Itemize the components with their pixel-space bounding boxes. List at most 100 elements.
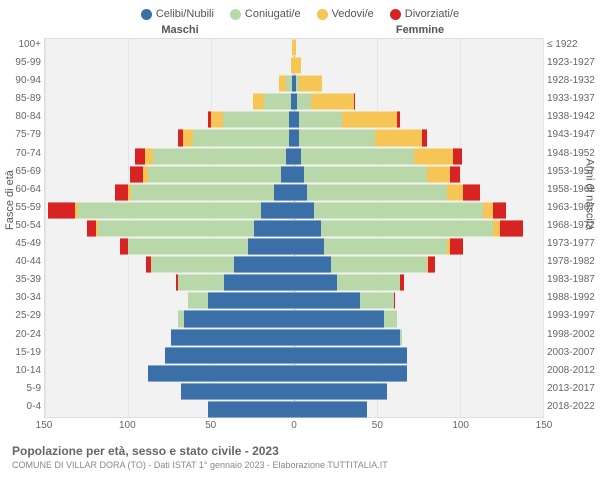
bar-segment	[299, 111, 342, 128]
bar-segment	[414, 148, 454, 165]
bar-segment	[128, 238, 248, 255]
age-row: 95-991923-1927	[45, 57, 543, 74]
bar-segment	[135, 148, 145, 165]
bar-segment	[153, 148, 286, 165]
age-label: 40-44	[5, 256, 41, 267]
bar-segment	[483, 202, 493, 219]
age-label: 45-49	[5, 238, 41, 249]
bar-segment	[131, 184, 274, 201]
male-bar	[45, 57, 294, 74]
age-label: 95-99	[5, 57, 41, 68]
age-label: 55-59	[5, 202, 41, 213]
male-bar	[45, 401, 294, 418]
age-label: 20-24	[5, 329, 41, 340]
birth-year-label: 1958-1962	[547, 184, 599, 195]
female-bar	[294, 310, 543, 327]
birth-year-label: 1923-1927	[547, 57, 599, 68]
male-bar	[45, 148, 294, 165]
bar-segment	[299, 129, 375, 146]
bar-segment	[165, 347, 294, 364]
legend-swatch	[230, 9, 241, 20]
header-male: Maschi	[60, 24, 300, 36]
age-row: 85-891933-1937	[45, 93, 543, 110]
female-bar	[294, 238, 543, 255]
bar-segment	[297, 93, 310, 110]
bar-segment	[171, 329, 294, 346]
chart-source: COMUNE DI VILLAR DORA (TO) - Dati ISTAT …	[12, 460, 588, 470]
age-label: 25-29	[5, 310, 41, 321]
bar-segment	[208, 292, 294, 309]
age-row: 50-541968-1972	[45, 220, 543, 237]
bar-segment	[450, 166, 460, 183]
age-row: 25-291993-1997	[45, 310, 543, 327]
bar-segment	[299, 75, 322, 92]
male-bar	[45, 329, 294, 346]
bar-segment	[337, 274, 400, 291]
bar-segment	[311, 93, 354, 110]
female-bar	[294, 347, 543, 364]
bar-segment	[178, 274, 224, 291]
legend-label: Divorziati/e	[405, 8, 459, 20]
male-bar	[45, 274, 294, 291]
age-row: 75-791943-1947	[45, 129, 543, 146]
bar-segment	[354, 93, 356, 110]
age-row: 10-142008-2012	[45, 365, 543, 382]
bar-segment	[130, 166, 143, 183]
bar-segment	[253, 93, 265, 110]
male-bar	[45, 347, 294, 364]
birth-year-label: 1968-1972	[547, 220, 599, 231]
age-label: 5-9	[5, 383, 41, 394]
bar-segment	[294, 401, 367, 418]
legend-label: Celibi/Nubili	[156, 8, 214, 20]
bar-segment	[321, 220, 494, 237]
female-bar	[294, 274, 543, 291]
female-bar	[294, 256, 543, 273]
bar-segment	[286, 148, 294, 165]
bar-segment	[193, 129, 289, 146]
legend-item: Celibi/Nubili	[141, 8, 214, 20]
x-tick: 0	[291, 420, 297, 431]
male-bar	[45, 129, 294, 146]
gender-headers: Maschi Femmine	[0, 24, 600, 38]
bar-segment	[120, 238, 128, 255]
legend-item: Vedovi/e	[317, 8, 374, 20]
female-bar	[294, 220, 543, 237]
female-bar	[294, 401, 543, 418]
age-label: 85-89	[5, 93, 41, 104]
bar-segment	[294, 329, 400, 346]
female-bar	[294, 202, 543, 219]
birth-year-label: 1948-1952	[547, 148, 599, 159]
bar-segment	[294, 365, 407, 382]
bar-segment	[208, 401, 294, 418]
bar-segment	[224, 274, 294, 291]
legend-swatch	[390, 9, 401, 20]
bar-segment	[450, 238, 463, 255]
age-label: 15-19	[5, 347, 41, 358]
age-label: 65-69	[5, 166, 41, 177]
bar-segment	[115, 184, 128, 201]
bar-segment	[248, 238, 294, 255]
bar-segment	[314, 202, 483, 219]
birth-year-label: 1998-2002	[547, 329, 599, 340]
legend: Celibi/NubiliConiugati/eVedovi/eDivorzia…	[0, 0, 600, 24]
female-bar	[294, 365, 543, 382]
bar-segment	[422, 129, 427, 146]
legend-item: Divorziati/e	[390, 8, 459, 20]
birth-year-label: 1988-1992	[547, 292, 599, 303]
male-bar	[45, 256, 294, 273]
x-tick: 100	[452, 420, 469, 431]
age-row: 55-591963-1967	[45, 202, 543, 219]
bar-segment	[294, 238, 324, 255]
bar-segment	[294, 292, 360, 309]
bar-segment	[427, 166, 450, 183]
female-bar	[294, 383, 543, 400]
x-tick: 150	[536, 420, 553, 431]
female-bar	[294, 39, 543, 56]
bar-segment	[183, 129, 193, 146]
bar-segment	[294, 220, 321, 237]
age-label: 10-14	[5, 365, 41, 376]
age-row: 100+≤ 1922	[45, 39, 543, 56]
bar-segment	[400, 329, 402, 346]
bar-segment	[304, 166, 427, 183]
x-axis: 15010050050100150	[44, 418, 544, 436]
